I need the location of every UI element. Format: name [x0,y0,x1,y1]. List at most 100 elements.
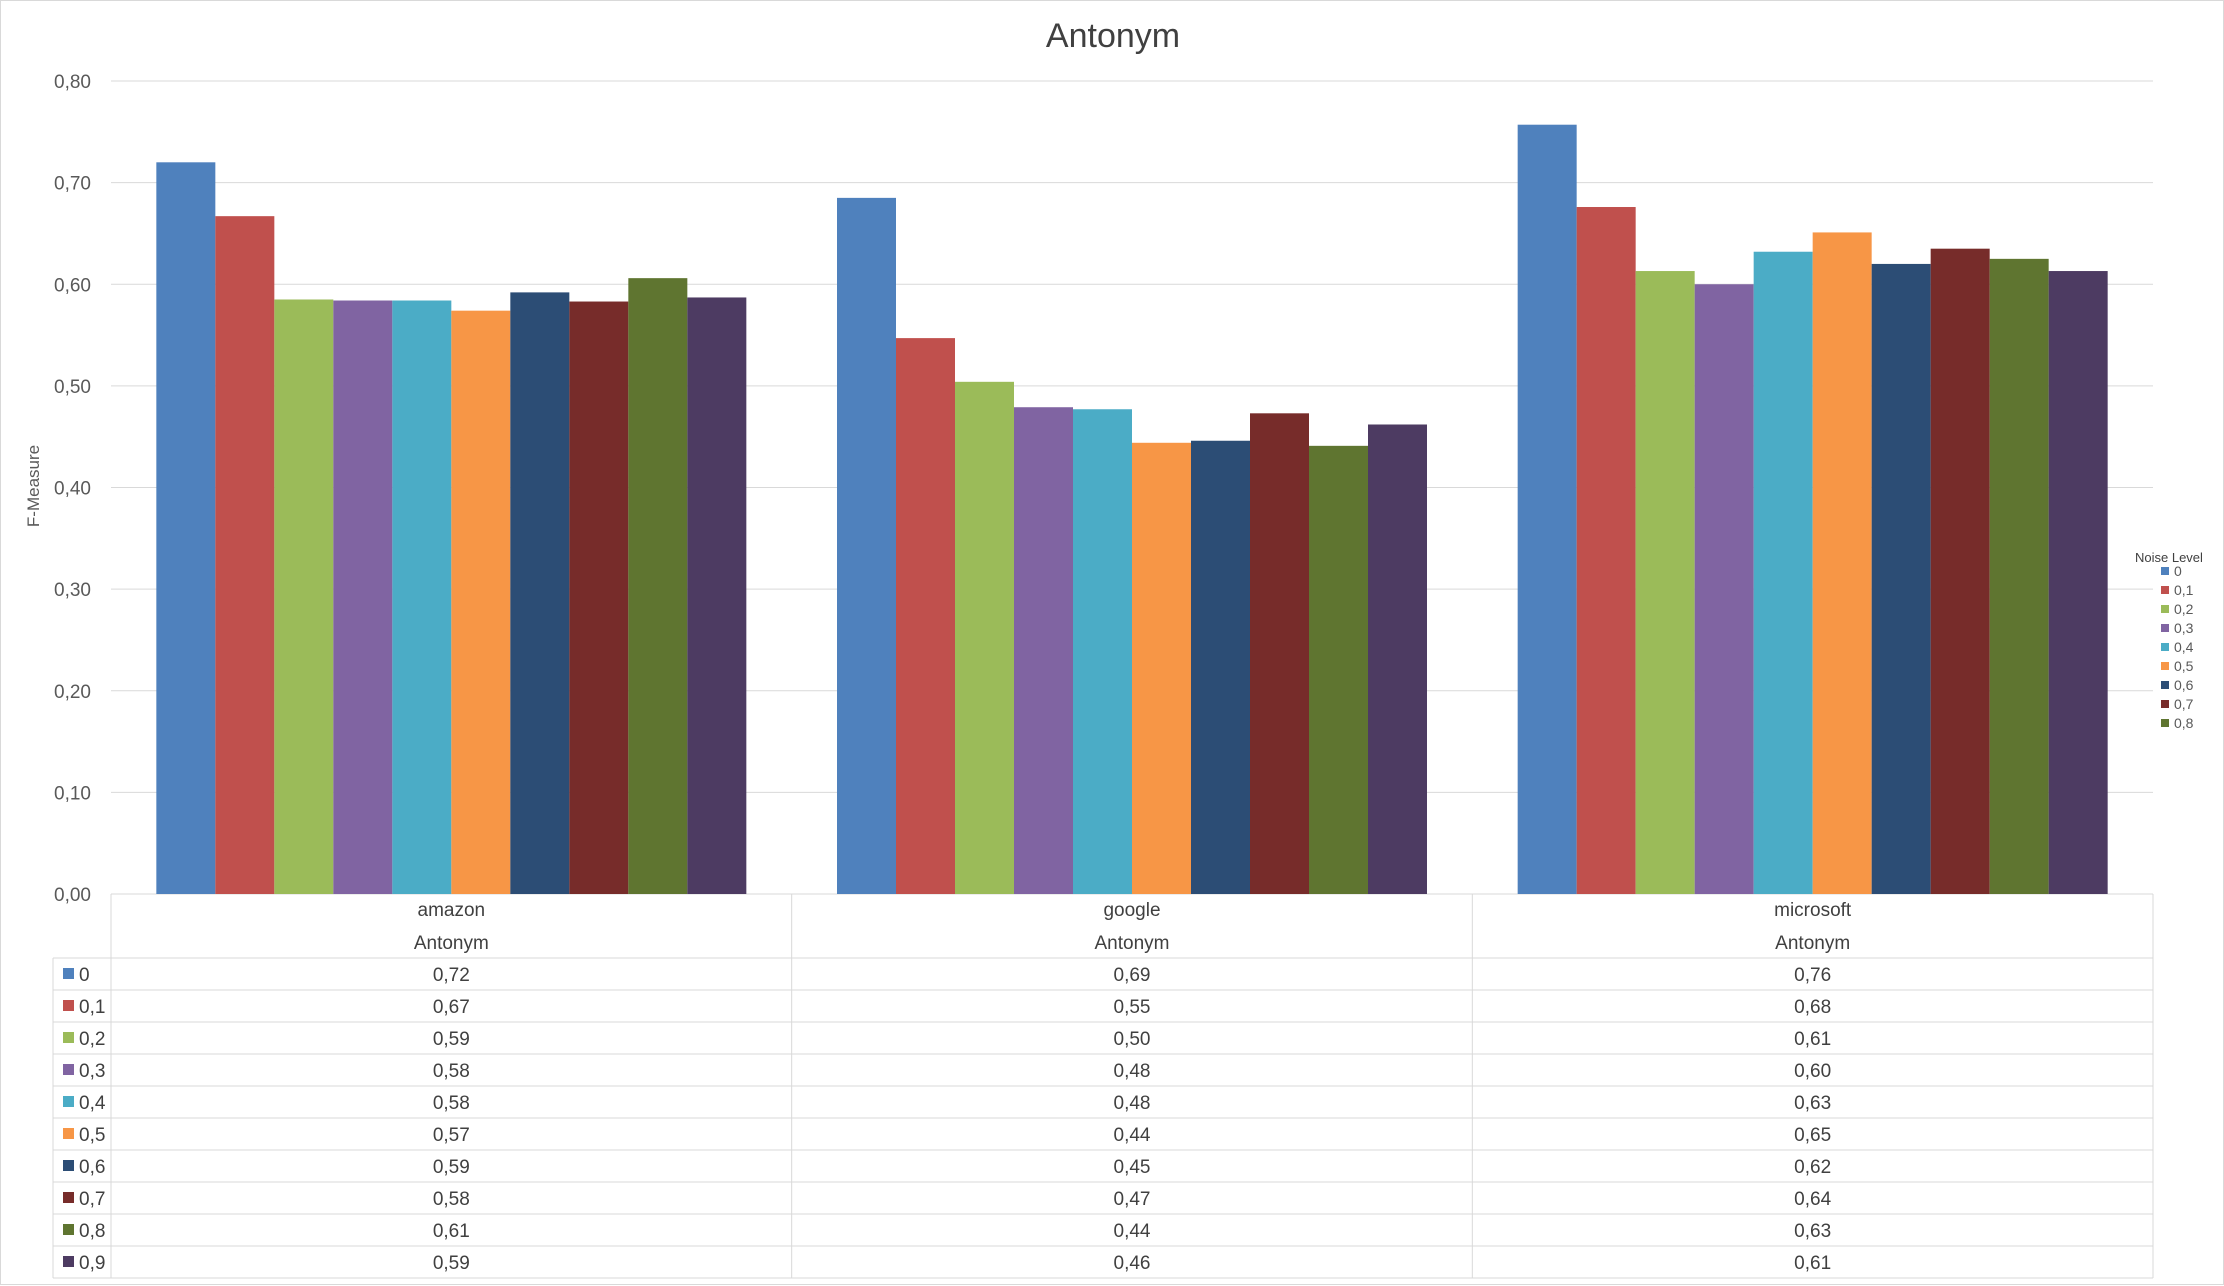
y-tick-label: 0,30 [54,580,91,601]
table-cell: 0,47 [1114,1189,1151,1210]
y-axis-ticks: 0,00 0,10 0,20 0,30 0,40 0,50 0,60 0,70 0,80 [54,72,91,906]
data-table: amazon Antonym google Antonym microsoft Anton… [52,894,2154,1279]
legend-title: Noise Level [2135,550,2203,565]
table-row-key [63,1160,74,1171]
table-cell: 0,50 [1114,1029,1151,1050]
table-row-key [63,1128,74,1139]
table-cell: 0,44 [1114,1125,1151,1146]
table-row-key [63,1224,74,1235]
bar-google-3 [1014,407,1073,894]
table-cell: 0,48 [1114,1061,1151,1082]
table-row-label: 0,1 [79,997,105,1018]
legend-key [2161,567,2169,575]
subcategory-label: Antonym [1095,933,1170,954]
y-tick-label: 0,20 [54,682,91,703]
table-cell: 0,48 [1114,1093,1151,1114]
bar-amazon-1 [215,216,275,894]
bar-microsoft-5 [1812,232,1872,894]
table-cell: 0,46 [1114,1253,1151,1274]
legend-key [2161,643,2169,651]
y-tick-label: 0,00 [54,885,91,906]
bar-microsoft-1 [1576,207,1636,894]
bar-microsoft-6 [1871,263,1931,894]
bar-amazon-8 [628,278,688,895]
bar-amazon-9 [687,297,747,894]
table-row-label: 0,8 [79,1221,105,1242]
legend-label: 0,2 [2174,601,2194,617]
table-row-label: 0,3 [79,1061,105,1082]
table-cell: 0,72 [433,965,470,986]
legend: Noise Level 0 0,1 0,2 0,3 0,4 0,5 0,6 0,7 0,8 [2135,550,2203,731]
legend-label: 0,7 [2174,696,2194,712]
table-row-key [63,1064,74,1075]
table-cell: 0,61 [1794,1029,1831,1050]
table-row-key [63,1000,74,1011]
table-cell: 0,60 [1794,1061,1831,1082]
table-cell: 0,63 [1794,1221,1831,1242]
legend-key [2161,624,2169,632]
table-cell: 0,55 [1114,997,1151,1018]
table-cell: 0,58 [433,1093,470,1114]
y-tick-label: 0,80 [54,72,91,93]
bar-amazon-5 [451,310,511,894]
bar-amazon-6 [510,292,570,894]
subcategory-label: Antonym [414,933,489,954]
table-cell: 0,44 [1114,1221,1151,1242]
table-cell: 0,76 [1794,965,1831,986]
table-row-label: 0 [79,965,90,986]
table-cell: 0,59 [433,1253,470,1274]
table-row-label: 0,2 [79,1029,105,1050]
bar-microsoft-9 [2048,271,2108,894]
bar-google-5 [1132,442,1191,894]
table-row-label: 0,7 [79,1189,105,1210]
bar-microsoft-4 [1753,251,1813,895]
legend-key [2161,719,2169,727]
chart-title: Antonym [1046,17,1180,55]
bar-google-4 [1073,409,1132,894]
bar-microsoft-2 [1635,271,1695,894]
y-tick-label: 0,60 [54,275,91,296]
bar-google-0 [837,197,896,894]
legend-label: 0,3 [2174,620,2194,636]
y-tick-label: 0,50 [54,377,91,398]
bar-google-7 [1250,413,1309,894]
table-cell: 0,68 [1794,997,1831,1018]
table-cell: 0,63 [1794,1093,1831,1114]
legend-key [2161,681,2169,689]
table-row-label: 0,5 [79,1125,105,1146]
table-cell: 0,45 [1114,1157,1151,1178]
table-row-label: 0,9 [79,1253,105,1274]
bar-microsoft-8 [1989,258,2049,894]
table-row-key [63,1192,74,1203]
bar-amazon-7 [569,301,629,894]
legend-key [2161,605,2169,613]
bar-google-2 [955,381,1014,894]
bar-google-1 [896,338,955,895]
legend-label: 0,1 [2174,582,2194,598]
bar-amazon-2 [274,299,334,894]
table-cell: 0,62 [1794,1157,1831,1178]
legend-key [2161,586,2169,594]
legend-label: 0,8 [2174,715,2194,731]
bar-amazon-3 [333,300,393,894]
table-cell: 0,67 [433,997,470,1018]
category-label: google [1103,900,1160,921]
table-row-key [63,1256,74,1267]
table-row-key [63,968,74,979]
legend-key [2161,700,2169,708]
legend-label: 0,5 [2174,658,2194,674]
table-cell: 0,69 [1114,965,1151,986]
legend-label: 0 [2174,563,2182,579]
category-label: amazon [418,900,486,921]
bar-amazon-0 [156,162,216,895]
table-cell: 0,59 [433,1157,470,1178]
bar-microsoft-0 [1517,124,1577,895]
table-cell: 0,59 [433,1029,470,1050]
y-axis-title: F-Measure [24,445,43,527]
table-cell: 0,58 [433,1189,470,1210]
table-cell: 0,65 [1794,1125,1831,1146]
legend-key [2161,662,2169,670]
table-row-key [63,1096,74,1107]
